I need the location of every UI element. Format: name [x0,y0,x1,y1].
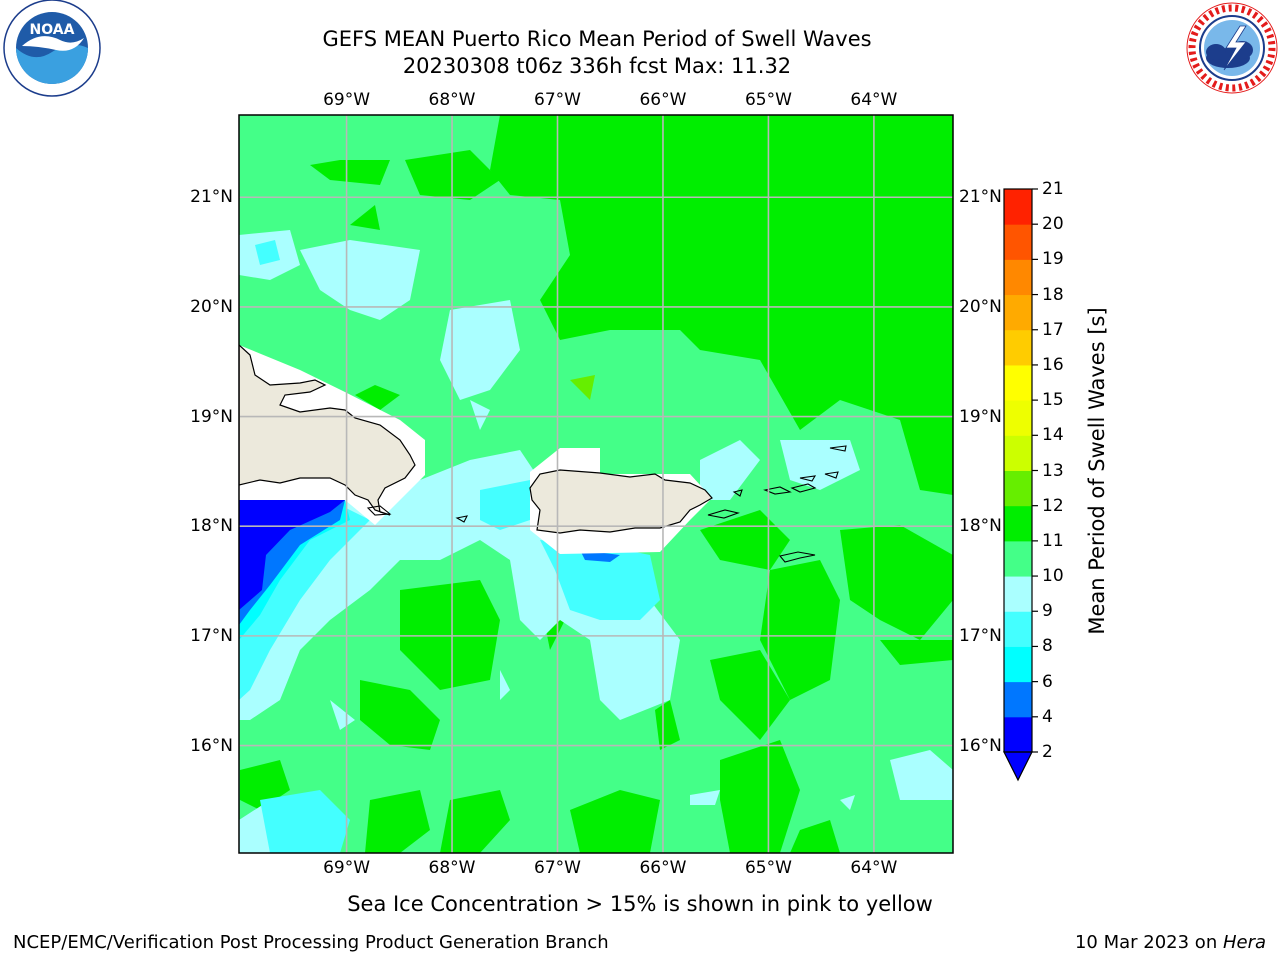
lon-tick-label-bot: 64°W [850,858,898,878]
colorbar-swatch [1004,576,1032,612]
lat-tick-label-left: 20°N [190,296,233,317]
colorbar-tick-label: 11 [1042,530,1064,551]
land-polygons [239,344,847,563]
colorbar-tick-label: 15 [1042,390,1064,411]
colorbar-tick-label: 6 [1042,671,1053,692]
nws-logo [1184,0,1280,96]
colorbar-tick-label: 4 [1042,706,1053,727]
colorbar-swatch [1004,540,1032,577]
colorbar-swatch [1004,611,1032,647]
colorbar-tick-label: 14 [1042,425,1064,446]
colorbar-swatch [1004,400,1032,436]
colorbar-swatch [1004,470,1032,507]
noaa-logo-text: NOAA [30,22,75,38]
gridlines [239,115,953,853]
footer-date-text: 10 Mar 2023 on [1074,932,1223,953]
colorbar-swatch [1004,364,1032,401]
colorbar-title: Mean Period of Swell Waves [s] [1085,307,1109,635]
footer-date: 10 Mar 2023 on Hera [1075,932,1266,953]
noaa-logo: NOAA [3,0,101,97]
lat-tick-label-left: 16°N [190,735,233,756]
lat-tick-label-left: 21°N [190,187,233,208]
lon-tick-label-bot: 65°W [744,858,792,878]
lon-tick-label-top: 66°W [639,90,687,110]
lat-tick-label-right: 21°N [959,187,1002,208]
puerto-rico-land [529,469,713,534]
lat-tick-label-right: 17°N [959,625,1002,646]
colorbar-swatches [1004,189,1032,753]
lon-tick-label-top: 69°W [323,90,371,110]
colorbar-swatch [1004,189,1032,225]
colorbar-tick-label: 20 [1042,214,1064,235]
colorbar-tick-label: 13 [1042,460,1064,481]
lon-tick-label-top: 67°W [534,90,581,110]
map-area [239,115,953,853]
colorbar-swatch [1004,224,1032,260]
lon-tick-label-bot: 66°W [639,858,687,878]
lat-tick-label-left: 17°N [190,625,233,646]
colorbar-tick-label: 12 [1042,495,1064,516]
footer-host: Hera [1222,932,1266,953]
lat-tick-label-right: 18°N [959,516,1002,537]
lat-tick-label-right: 20°N [959,296,1002,317]
lon-tick-label-top: 68°W [428,90,476,110]
colorbar-tick-label: 18 [1042,284,1064,305]
colorbar-swatch [1004,294,1032,331]
chart-title: GEFS MEAN Puerto Rico Mean Period of Swe… [322,27,872,51]
lon-tick-label-bot: 67°W [534,858,581,878]
colorbar-tick-label: 8 [1042,636,1053,657]
lat-tick-label-right: 19°N [959,406,1002,427]
colorbar-swatch [1004,646,1032,683]
colorbar-under-arrow [1003,751,1033,782]
colorbar-ticks [1032,188,1038,753]
lat-tick-label-left: 18°N [190,516,233,537]
lon-tick-label-bot: 68°W [428,858,476,878]
hispaniola-land [239,344,416,516]
colorbar-swatch [1004,259,1032,296]
colorbar-swatch [1004,716,1032,753]
lon-tick-label-bot: 69°W [323,858,371,878]
sea-ice-note: Sea Ice Concentration > 15% is shown in … [347,892,933,916]
swell-10-11-contours [240,115,953,853]
colorbar-swatch [1004,329,1032,366]
map-frame [238,114,954,854]
colorbar-tick-label: 16 [1042,354,1064,375]
lat-tick-label-right: 16°N [959,735,1002,756]
lon-tick-label-top: 64°W [850,90,898,110]
chart-subtitle: 20230308 t06z 336h fcst Max: 11.32 [402,54,792,78]
colorbar-tick-label: 17 [1042,319,1064,340]
lat-tick-label-left: 19°N [190,406,233,427]
colorbar-tick-label: 2 [1042,742,1053,762]
small-islands [366,445,847,563]
colorbar-swatch [1004,505,1032,542]
footer-credit: NCEP/EMC/Verification Post Processing Pr… [13,932,609,953]
colorbar-tick-label: 21 [1042,179,1064,199]
colorbar-swatch [1004,435,1032,471]
colorbar-tick-label: 10 [1042,566,1064,587]
colorbar-tick-label: 19 [1042,249,1064,270]
colorbar-tick-label: 9 [1042,601,1053,622]
colorbar-swatch [1004,681,1032,718]
lon-tick-label-top: 65°W [744,90,792,110]
